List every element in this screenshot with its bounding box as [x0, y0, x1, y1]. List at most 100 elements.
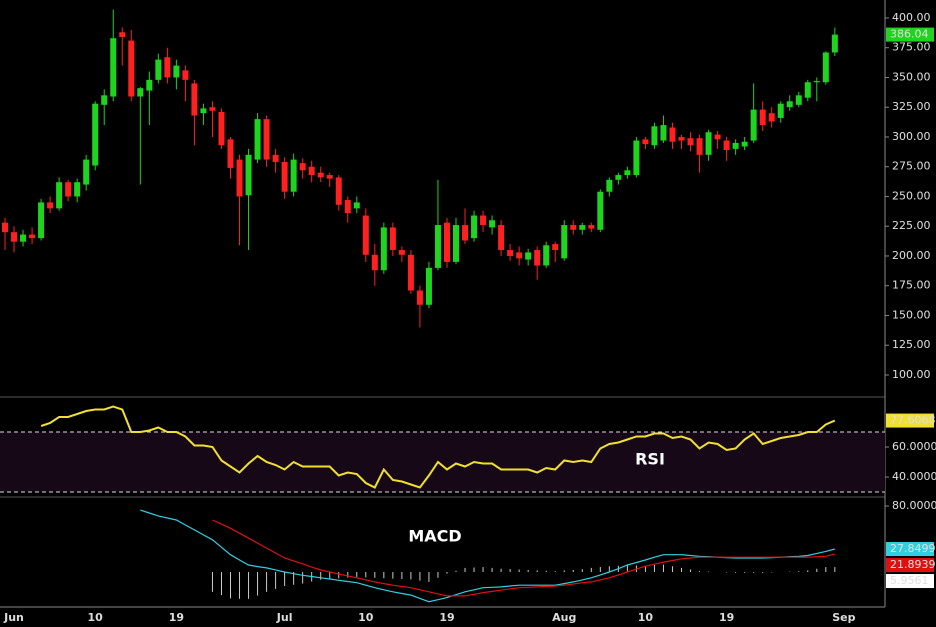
candle-body: [209, 107, 216, 111]
y-tick-label: 100.00: [892, 368, 931, 381]
candle-body: [552, 244, 559, 251]
candle-body: [831, 34, 838, 53]
candle-body: [200, 108, 207, 114]
candle-body: [570, 225, 577, 230]
value-tag: [886, 27, 934, 42]
candle-body: [2, 222, 8, 233]
candle-body: [11, 232, 18, 242]
value-tag: [886, 558, 934, 573]
y-tick-label: 250.00: [892, 189, 931, 202]
candle-body: [326, 175, 333, 179]
y-tick-label: 225.00: [892, 219, 931, 232]
y-tick-label: 150.00: [892, 308, 931, 321]
candle-body: [155, 59, 162, 80]
candle-body: [822, 52, 829, 83]
candle-body: [525, 252, 532, 260]
candle-body: [579, 225, 586, 230]
candle-body: [146, 79, 153, 91]
signal-line: [212, 519, 835, 597]
annotation: MACD: [408, 527, 461, 546]
rsi-band: [0, 431, 885, 493]
candle-body: [498, 225, 505, 251]
candle-body: [110, 38, 117, 97]
candle-body: [660, 125, 667, 141]
candle-body: [101, 95, 108, 105]
candle-body: [83, 159, 90, 185]
candle-body: [687, 138, 694, 146]
annotation: RSI: [635, 450, 665, 469]
candle-body: [480, 215, 487, 226]
candle-body: [218, 111, 225, 146]
candle-body: [236, 159, 243, 197]
candle-body: [29, 234, 36, 239]
candle-body: [777, 103, 784, 118]
y-tick-label: 175.00: [892, 279, 931, 292]
candle-body: [281, 161, 288, 192]
candle-body: [425, 267, 432, 305]
candle-body: [732, 142, 739, 149]
y-tick-label: 40.0000: [892, 470, 936, 483]
candle-body: [335, 177, 342, 205]
value-tag: [886, 574, 934, 589]
x-tick-label: 19: [719, 611, 734, 624]
value-tag: [886, 413, 934, 428]
y-tick-label: 80.0000: [892, 499, 936, 512]
y-tick-label: 300.00: [892, 130, 931, 143]
candle-body: [74, 182, 81, 197]
y-tick-label: 350.00: [892, 70, 931, 83]
candle-body: [453, 225, 459, 262]
candle-body: [759, 109, 766, 126]
candle-body: [344, 200, 351, 214]
value-tag-label: 77.6068: [890, 414, 936, 427]
candle-body: [651, 126, 658, 146]
candle-body: [723, 140, 730, 151]
candle-body: [182, 70, 189, 80]
x-tick-label: 10: [88, 611, 104, 624]
candle-body: [804, 82, 811, 98]
candle-body: [137, 88, 144, 97]
x-tick-label: Jun: [3, 611, 24, 624]
candle-body: [191, 83, 198, 116]
candle-body: [362, 215, 369, 255]
candle-body: [173, 65, 180, 78]
candle-body: [741, 141, 748, 147]
candle-body: [615, 175, 622, 180]
rsi-line: [40, 405, 836, 489]
candle-body: [462, 225, 469, 241]
candle-body: [299, 163, 306, 171]
candle-body: [398, 250, 405, 255]
candle-body: [696, 138, 703, 155]
candle-body: [128, 40, 135, 97]
y-tick-label: 200.00: [892, 249, 931, 262]
candle-body: [119, 32, 126, 38]
candle-body: [768, 113, 775, 122]
candle-body: [750, 109, 757, 141]
x-tick-label: 19: [439, 611, 454, 624]
x-tick-label: Sep: [832, 611, 855, 624]
x-tick-label: 10: [638, 611, 654, 624]
candle-body: [534, 250, 541, 266]
value-tag-label: 21.8939: [890, 558, 936, 571]
candle-body: [317, 172, 324, 178]
candle-body: [489, 220, 496, 228]
y-tick-label: 60.0000: [892, 440, 936, 453]
value-tag-label: 5.9561: [890, 574, 929, 587]
candle-body: [795, 95, 802, 105]
candle-body: [254, 119, 261, 160]
candle-body: [371, 254, 378, 271]
candle-body: [588, 225, 595, 229]
candle-body: [443, 222, 450, 262]
y-tick-label: 325.00: [892, 100, 931, 113]
candle-body: [56, 182, 63, 209]
candle-body: [786, 101, 793, 108]
candle-body: [416, 290, 423, 305]
x-tick-label: Aug: [552, 611, 576, 624]
candle-body: [308, 166, 315, 176]
candle-body: [597, 191, 604, 230]
candle-body: [434, 225, 441, 268]
candle-body: [516, 252, 523, 259]
candle-body: [642, 139, 649, 145]
candle-body: [813, 81, 820, 83]
